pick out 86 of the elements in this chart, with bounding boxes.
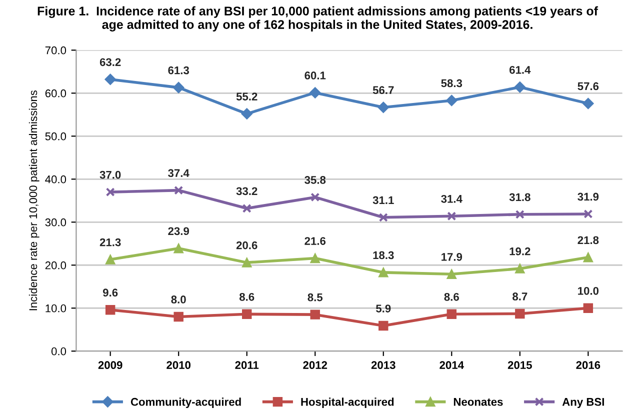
point [514,82,526,93]
point [174,312,184,322]
data-label: 37.0 [100,170,121,179]
point [242,309,252,320]
data-label: 8.0 [171,296,186,304]
point [242,258,252,268]
point [174,186,184,195]
data-label: 55.2 [236,92,258,100]
x-tick-label: 2012 [303,361,328,370]
x-tick-label: 2015 [508,361,532,370]
point [106,188,115,197]
point [515,264,525,274]
y-tick-label: 60.0 [45,89,66,98]
x-tick-label: 2013 [371,361,396,370]
data-label: 31.8 [509,193,530,202]
data-label: 37.4 [168,169,190,178]
point [446,309,457,320]
data-label: 35.8 [304,176,326,184]
data-label: 33.2 [236,187,258,196]
data-label: 8.7 [512,292,528,300]
point [310,192,320,202]
data-label: 21.3 [100,238,121,246]
data-label: 23.9 [168,227,189,236]
point [515,210,524,219]
y-tick-label: 10.0 [46,304,66,312]
point [583,252,594,262]
y-tick-label: 40.0 [45,175,66,184]
data-label: 20.6 [236,241,258,250]
x-tick-label: 2016 [576,361,600,370]
data-label: 8.6 [444,292,459,301]
point [584,209,593,218]
data-label: 9.6 [102,288,118,297]
data-label: 61.4 [510,66,531,74]
y-tick-label: 0.0 [51,347,66,356]
point [104,74,116,85]
y-tick-label: 30.0 [45,218,66,226]
data-label: 61.3 [168,66,190,74]
data-label: 5.9 [376,304,391,312]
point [583,303,594,313]
data-label: 60.1 [304,72,326,80]
data-label: 19.2 [510,247,530,256]
data-label: 21.6 [304,237,326,245]
point [378,212,388,222]
point [172,82,184,94]
point [582,98,594,110]
data-label: 58.3 [441,79,462,88]
point [446,94,458,106]
data-label: 8.5 [308,293,323,302]
x-tick-label: 2011 [235,361,259,370]
y-axis-title: Incidence rate per 10,000 patient admissions [28,90,40,310]
point [378,268,388,278]
data-label: 63.2 [100,58,121,66]
point [242,204,252,213]
point [378,102,389,113]
x-tick-label: 2014 [440,361,464,370]
chart-title: Figure 1. Incidence rate of any BSI per 10,000 patient admissions among patients <19 years of age admitted to any one of 162 hospitals in the United States, 2009-2016. [38,6,598,32]
x-tick-label: 2010 [166,361,190,370]
data-label: 57.6 [578,82,599,90]
data-label: 17.9 [442,252,462,261]
y-tick-label: 50.0 [45,132,66,140]
y-tick-label: 20.0 [45,261,66,270]
point [310,310,320,320]
point [241,108,252,120]
point [105,304,116,315]
point [515,308,525,319]
data-label: 18.3 [373,251,394,260]
point [378,320,388,331]
legend-label: Any BSI [562,398,604,408]
data-label: 56.7 [372,86,394,94]
x-tick-label: 2009 [98,361,122,370]
legend-label: Community-acquired [130,398,241,408]
legend-label: Hospital-acquired [301,398,394,408]
point [174,244,184,254]
data-label: 31.4 [441,194,462,203]
data-label: 8.6 [239,292,254,301]
y-tick-label: 70.0 [45,46,66,54]
point [310,253,320,264]
legend-label: Neonates [454,398,503,406]
data-label: 31.9 [578,192,599,201]
point [447,212,456,221]
point [105,254,116,264]
data-label: 10.0 [578,286,599,295]
point [310,87,321,98]
point [446,269,457,280]
data-label: 31.1 [372,196,394,204]
data-label: 21.8 [578,236,599,244]
